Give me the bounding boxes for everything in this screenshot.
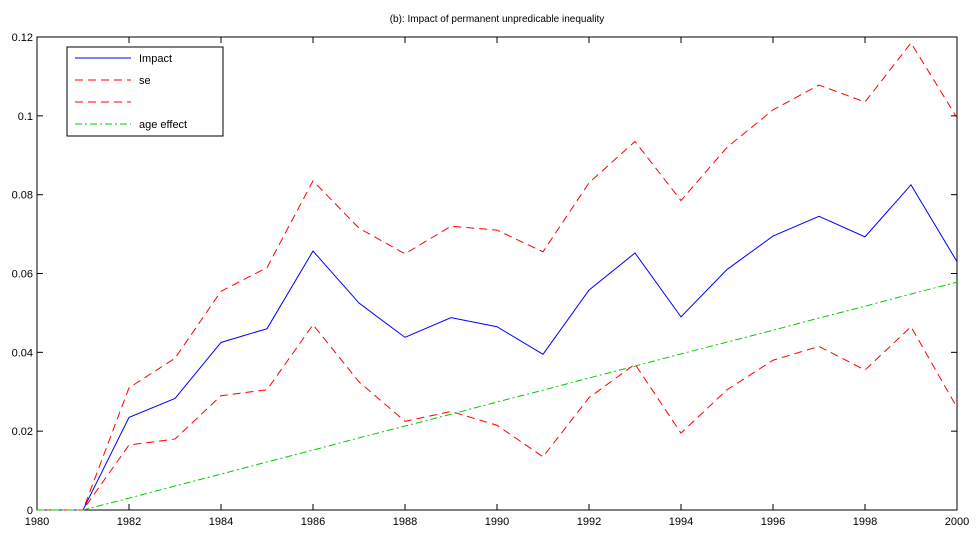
legend-label: age effect <box>139 119 187 131</box>
series-line <box>37 42 958 511</box>
x-tick-label: 1986 <box>301 516 325 528</box>
series-line <box>37 281 958 511</box>
x-tick-label: 1984 <box>209 516 233 528</box>
y-tick-label: 0.02 <box>12 426 33 438</box>
series-line <box>37 183 958 511</box>
x-tick-label: 1982 <box>117 516 141 528</box>
y-tick-label: 0.06 <box>12 269 33 281</box>
x-tick-label: 1998 <box>853 516 877 528</box>
legend-label: Impact <box>139 53 172 65</box>
y-tick-label: 0.12 <box>12 32 33 44</box>
x-tick-label: 1994 <box>669 516 693 528</box>
x-tick-label: 1988 <box>393 516 417 528</box>
legend-label: se <box>139 75 151 87</box>
y-tick-label: 0.04 <box>12 347 33 359</box>
series-line <box>37 323 958 511</box>
y-tick-label: 0.08 <box>12 190 33 202</box>
x-tick-label: 2000 <box>945 516 969 528</box>
y-tick-label: 0.1 <box>18 111 33 123</box>
x-tick-label: 1996 <box>761 516 785 528</box>
x-tick-label: 1990 <box>485 516 509 528</box>
x-tick-label: 1980 <box>25 516 49 528</box>
x-tick-label: 1992 <box>577 516 601 528</box>
y-tick-label: 0 <box>27 505 33 517</box>
legend-box <box>66 46 224 137</box>
chart-title: (b): Impact of permanent unpredicable in… <box>390 14 605 25</box>
